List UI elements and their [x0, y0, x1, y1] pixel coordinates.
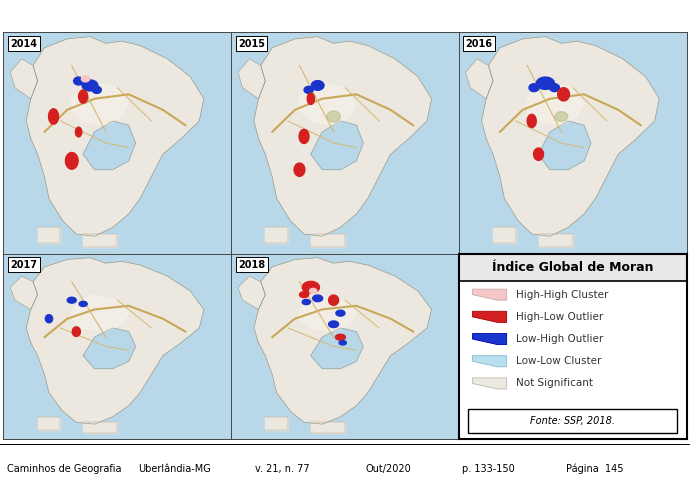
Polygon shape — [473, 356, 506, 367]
Polygon shape — [26, 257, 204, 424]
Text: Página  145: Página 145 — [566, 463, 623, 474]
Polygon shape — [482, 37, 659, 236]
Polygon shape — [46, 314, 52, 323]
Polygon shape — [466, 59, 493, 99]
Text: Low-High Outlier: Low-High Outlier — [516, 334, 603, 344]
Polygon shape — [74, 77, 83, 85]
Polygon shape — [327, 111, 340, 122]
FancyBboxPatch shape — [468, 409, 678, 434]
Polygon shape — [473, 311, 506, 322]
Polygon shape — [38, 417, 61, 430]
Polygon shape — [473, 289, 506, 300]
Polygon shape — [558, 88, 569, 101]
Polygon shape — [75, 127, 82, 137]
Polygon shape — [527, 81, 584, 125]
Polygon shape — [66, 152, 78, 169]
Polygon shape — [83, 234, 117, 248]
Polygon shape — [26, 37, 204, 236]
Polygon shape — [299, 81, 356, 125]
Polygon shape — [339, 341, 346, 345]
Polygon shape — [311, 422, 345, 434]
Polygon shape — [92, 86, 101, 93]
Polygon shape — [38, 227, 61, 243]
Polygon shape — [299, 292, 308, 298]
Text: 2016: 2016 — [466, 39, 493, 49]
Polygon shape — [473, 378, 506, 389]
Polygon shape — [302, 281, 319, 293]
Text: Not Significant: Not Significant — [516, 378, 593, 388]
Text: Low-Low Cluster: Low-Low Cluster — [516, 356, 601, 366]
Polygon shape — [10, 276, 38, 310]
Polygon shape — [294, 163, 305, 177]
Polygon shape — [238, 276, 265, 310]
Text: High-High Cluster: High-High Cluster — [516, 290, 608, 300]
Polygon shape — [536, 77, 555, 89]
Polygon shape — [310, 288, 317, 294]
Text: High-Low Outlier: High-Low Outlier — [516, 312, 603, 322]
Polygon shape — [265, 227, 288, 243]
Polygon shape — [307, 93, 315, 105]
Polygon shape — [254, 37, 431, 236]
Polygon shape — [555, 112, 568, 122]
Polygon shape — [304, 86, 313, 93]
Text: Fonte: SSP, 2018.: Fonte: SSP, 2018. — [530, 416, 615, 427]
Polygon shape — [81, 76, 90, 82]
Polygon shape — [336, 310, 345, 316]
Polygon shape — [83, 422, 117, 434]
Polygon shape — [549, 84, 560, 92]
Text: p. 133-150: p. 133-150 — [462, 464, 515, 474]
Text: 2017: 2017 — [10, 259, 37, 269]
Polygon shape — [527, 114, 536, 127]
Polygon shape — [539, 234, 573, 248]
Text: 2018: 2018 — [238, 259, 265, 269]
Text: Caminhos de Geografia: Caminhos de Geografia — [7, 464, 121, 474]
Polygon shape — [533, 148, 544, 160]
Polygon shape — [72, 327, 81, 336]
Text: 2014: 2014 — [10, 39, 37, 49]
Polygon shape — [328, 321, 339, 327]
Polygon shape — [82, 80, 98, 91]
Polygon shape — [299, 295, 356, 332]
Polygon shape — [254, 257, 431, 424]
Polygon shape — [529, 84, 539, 92]
Text: Uberlândia-MG: Uberlândia-MG — [138, 464, 210, 474]
Polygon shape — [79, 302, 87, 307]
Polygon shape — [83, 328, 135, 369]
Polygon shape — [299, 129, 309, 143]
Text: Out/2020: Out/2020 — [366, 464, 411, 474]
Polygon shape — [313, 295, 323, 302]
Text: Índice Global de Moran: Índice Global de Moran — [492, 261, 653, 274]
Polygon shape — [72, 295, 128, 332]
Polygon shape — [238, 59, 265, 99]
Polygon shape — [311, 80, 324, 90]
Polygon shape — [79, 90, 88, 103]
Polygon shape — [311, 328, 363, 369]
Polygon shape — [311, 121, 363, 170]
Polygon shape — [48, 109, 59, 124]
Polygon shape — [83, 121, 135, 170]
Polygon shape — [72, 81, 128, 125]
Text: v. 21, n. 77: v. 21, n. 77 — [255, 464, 310, 474]
Polygon shape — [265, 417, 288, 430]
Polygon shape — [10, 59, 38, 99]
Polygon shape — [67, 297, 77, 303]
Polygon shape — [473, 333, 506, 345]
Polygon shape — [493, 227, 516, 243]
Text: 2015: 2015 — [238, 39, 265, 49]
Polygon shape — [335, 334, 346, 340]
FancyBboxPatch shape — [459, 254, 687, 281]
Polygon shape — [311, 234, 345, 248]
Polygon shape — [302, 300, 311, 305]
Polygon shape — [539, 121, 591, 170]
Polygon shape — [328, 295, 339, 306]
